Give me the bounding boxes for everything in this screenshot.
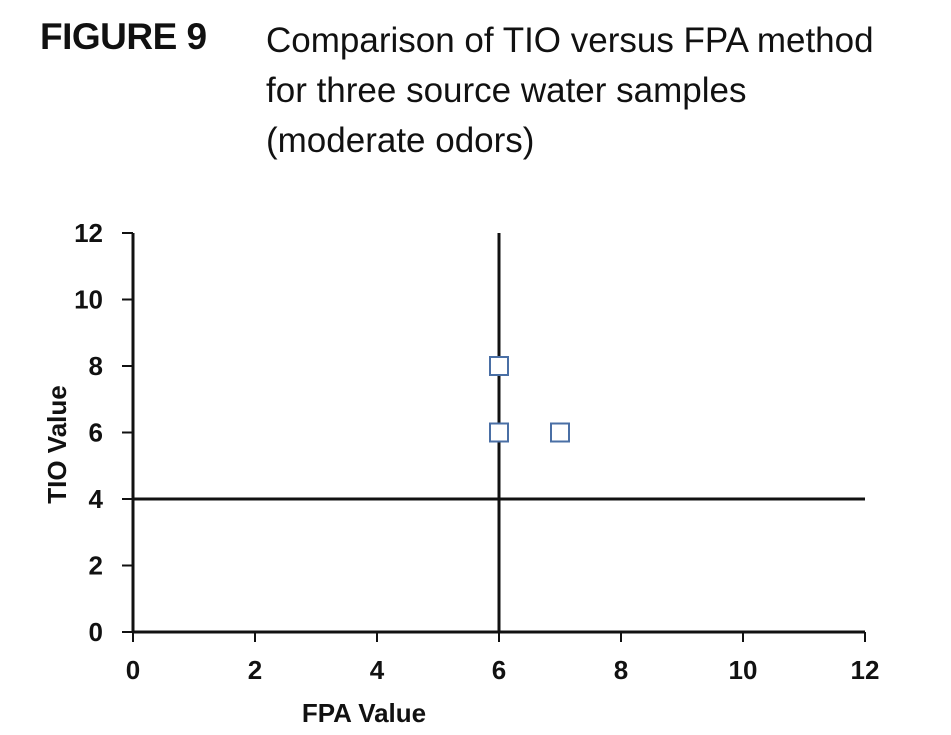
x-ticks: 0 2 4 6 8 10 12 (126, 632, 880, 685)
caption-line-2: for three source water samples (266, 71, 747, 110)
y-tick-label: 0 (89, 617, 103, 647)
x-tick-label: 2 (248, 655, 262, 685)
x-tick-label: 8 (614, 655, 628, 685)
y-axis-label: TIO Value (42, 385, 72, 504)
data-point (550, 422, 570, 443)
x-tick-label: 10 (729, 655, 758, 685)
x-tick-label: 12 (851, 655, 880, 685)
data-point (489, 422, 509, 443)
y-tick-label: 10 (74, 285, 103, 315)
data-point (489, 356, 509, 376)
y-tick-label: 6 (89, 418, 103, 448)
y-tick-label: 4 (89, 484, 104, 514)
y-tick-label: 2 (89, 551, 103, 581)
x-tick-label: 0 (126, 655, 140, 685)
figure-caption: Comparison of TIO versus FPA method for … (266, 16, 936, 166)
y-tick-label: 8 (89, 351, 103, 381)
data-points (489, 356, 570, 443)
y-ticks: 0 2 4 6 8 10 12 (74, 218, 133, 647)
x-axis-label: FPA Value (302, 698, 426, 728)
caption-line-1: Comparison of TIO versus FPA method (266, 21, 874, 60)
x-tick-label: 6 (492, 655, 506, 685)
y-tick-label: 12 (74, 218, 103, 248)
caption-line-3: (moderate odors) (266, 121, 535, 160)
x-tick-label: 4 (370, 655, 385, 685)
figure-label: FIGURE 9 (40, 16, 207, 57)
